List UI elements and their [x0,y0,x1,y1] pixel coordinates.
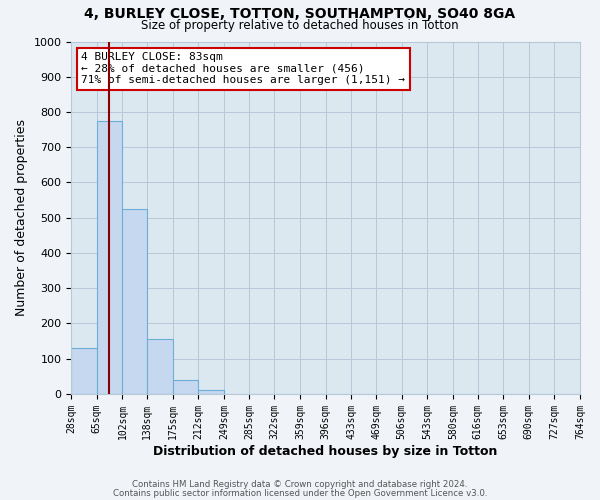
Y-axis label: Number of detached properties: Number of detached properties [15,119,28,316]
Text: 4 BURLEY CLOSE: 83sqm
← 28% of detached houses are smaller (456)
71% of semi-det: 4 BURLEY CLOSE: 83sqm ← 28% of detached … [82,52,406,86]
Bar [122,209,148,394]
Text: Contains HM Land Registry data © Crown copyright and database right 2024.: Contains HM Land Registry data © Crown c… [132,480,468,489]
Bar [71,348,97,394]
Bar [199,390,224,394]
Bar [148,340,173,394]
Text: Size of property relative to detached houses in Totton: Size of property relative to detached ho… [141,19,459,32]
Bar [97,121,122,394]
X-axis label: Distribution of detached houses by size in Totton: Distribution of detached houses by size … [154,444,498,458]
Text: 4, BURLEY CLOSE, TOTTON, SOUTHAMPTON, SO40 8GA: 4, BURLEY CLOSE, TOTTON, SOUTHAMPTON, SO… [85,8,515,22]
Bar [173,380,199,394]
Text: Contains public sector information licensed under the Open Government Licence v3: Contains public sector information licen… [113,488,487,498]
